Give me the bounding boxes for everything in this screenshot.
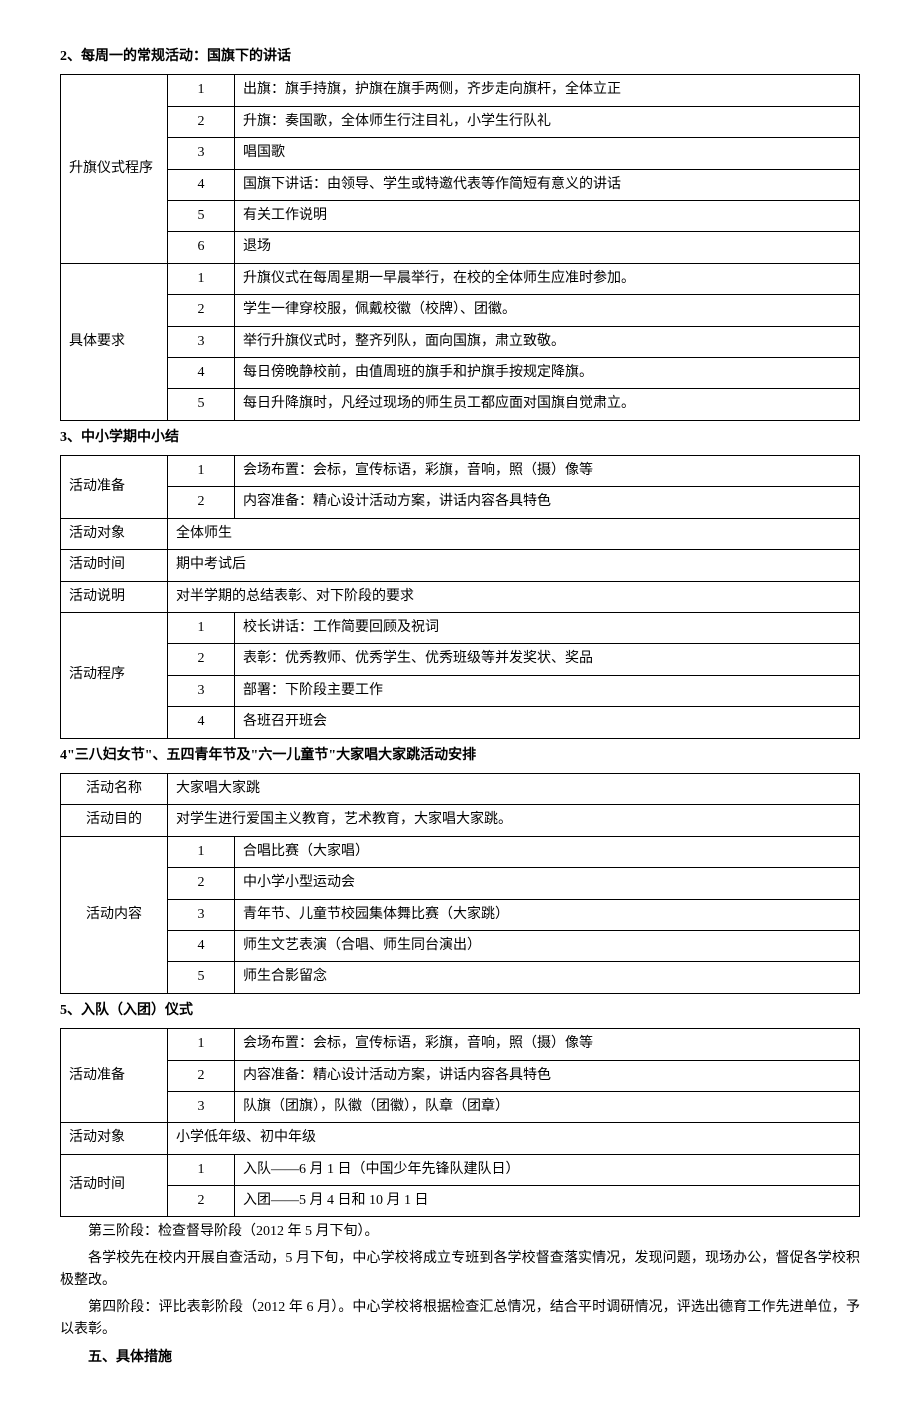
desc-label: 活动说明 xyxy=(61,581,168,612)
section3-heading: 3、中小学期中小结 xyxy=(60,427,860,449)
table-join-team-ceremony: 活动准备 1 会场布置：会标，宣传标语，彩旗，音响，照（摄）像等 2内容准备：精… xyxy=(60,1028,860,1217)
row-text: 升旗仪式在每周星期一早晨举行，在校的全体师生应准时参加。 xyxy=(235,263,860,294)
row-num: 3 xyxy=(168,1091,235,1122)
row-text: 会场布置：会标，宣传标语，彩旗，音响，照（摄）像等 xyxy=(235,1029,860,1060)
row-text: 举行升旗仪式时，整齐列队，面向国旗，肃立致敬。 xyxy=(235,326,860,357)
row-text: 青年节、儿童节校园集体舞比赛（大家跳） xyxy=(235,899,860,930)
row-num: 1 xyxy=(168,613,235,644)
name-label: 活动名称 xyxy=(61,773,168,804)
row-num: 2 xyxy=(168,868,235,899)
flag-procedure-label: 升旗仪式程序 xyxy=(61,75,168,263)
section5-measures-heading: 五、具体措施 xyxy=(60,1347,860,1369)
row-text: 国旗下讲话：由领导、学生或特邀代表等作简短有意义的讲话 xyxy=(235,169,860,200)
row-num: 5 xyxy=(168,389,235,420)
row-text: 各班召开班会 xyxy=(235,707,860,738)
row-num: 5 xyxy=(168,200,235,231)
row-num: 1 xyxy=(168,1029,235,1060)
row-num: 2 xyxy=(168,1060,235,1091)
row-num: 4 xyxy=(168,169,235,200)
row-text: 唱国歌 xyxy=(235,138,860,169)
paragraph-stage3-body: 各学校先在校内开展自查活动，5 月下旬，中心学校将成立专班到各学校督查落实情况，… xyxy=(60,1248,860,1293)
target-label: 活动对象 xyxy=(61,518,168,549)
row-num: 1 xyxy=(168,836,235,867)
section5-heading: 5、入队（入团）仪式 xyxy=(60,1000,860,1022)
row-text: 入队——6 月 1 日（中国少年先锋队建队日） xyxy=(235,1154,860,1185)
paragraph-stage3-title: 第三阶段：检查督导阶段（2012 年 5 月下旬）。 xyxy=(60,1221,860,1243)
row-text: 师生文艺表演（合唱、师生同台演出） xyxy=(235,930,860,961)
row-text: 中小学小型运动会 xyxy=(235,868,860,899)
section4-heading: 4"三八妇女节"、五四青年节及"六一儿童节"大家唱大家跳活动安排 xyxy=(60,745,860,767)
prep-label: 活动准备 xyxy=(61,456,168,519)
desc-value: 对半学期的总结表彰、对下阶段的要求 xyxy=(168,581,860,612)
row-text: 每日升降旗时，凡经过现场的师生员工都应面对国旗自觉肃立。 xyxy=(235,389,860,420)
row-text: 退场 xyxy=(235,232,860,263)
prep-label: 活动准备 xyxy=(61,1029,168,1123)
row-text: 表彰：优秀教师、优秀学生、优秀班级等并发奖状、奖品 xyxy=(235,644,860,675)
row-num: 3 xyxy=(168,326,235,357)
row-text: 合唱比赛（大家唱） xyxy=(235,836,860,867)
row-text: 部署：下阶段主要工作 xyxy=(235,675,860,706)
row-text: 会场布置：会标，宣传标语，彩旗，音响，照（摄）像等 xyxy=(235,456,860,487)
row-num: 2 xyxy=(168,295,235,326)
row-num: 2 xyxy=(168,644,235,675)
time-label: 活动时间 xyxy=(61,550,168,581)
row-num: 3 xyxy=(168,899,235,930)
row-text: 学生一律穿校服，佩戴校徽（校牌）、团徽。 xyxy=(235,295,860,326)
row-num: 1 xyxy=(168,1154,235,1185)
paragraph-stage4: 第四阶段：评比表彰阶段（2012 年 6 月）。中心学校将根据检查汇总情况，结合… xyxy=(60,1297,860,1342)
row-num: 4 xyxy=(168,707,235,738)
purpose-label: 活动目的 xyxy=(61,805,168,836)
row-num: 1 xyxy=(168,263,235,294)
proc-label: 活动程序 xyxy=(61,613,168,739)
row-text: 师生合影留念 xyxy=(235,962,860,993)
row-num: 2 xyxy=(168,487,235,518)
table-midterm-summary: 活动准备 1 会场布置：会标，宣传标语，彩旗，音响，照（摄）像等 2内容准备：精… xyxy=(60,455,860,739)
table-festival-activity: 活动名称大家唱大家跳 活动目的对学生进行爱国主义教育，艺术教育，大家唱大家跳。 … xyxy=(60,773,860,994)
row-num: 4 xyxy=(168,357,235,388)
row-num: 3 xyxy=(168,138,235,169)
row-text: 入团——5 月 4 日和 10 月 1 日 xyxy=(235,1186,860,1217)
purpose-value: 对学生进行爱国主义教育，艺术教育，大家唱大家跳。 xyxy=(168,805,860,836)
flag-requirement-label: 具体要求 xyxy=(61,263,168,420)
row-num: 2 xyxy=(168,1186,235,1217)
row-text: 内容准备：精心设计活动方案，讲话内容各具特色 xyxy=(235,1060,860,1091)
row-num: 1 xyxy=(168,456,235,487)
section2-heading: 2、每周一的常规活动：国旗下的讲话 xyxy=(60,46,860,68)
row-text: 升旗：奏国歌，全体师生行注目礼，小学生行队礼 xyxy=(235,106,860,137)
row-num: 1 xyxy=(168,75,235,106)
row-num: 4 xyxy=(168,930,235,961)
row-text: 出旗：旗手持旗，护旗在旗手两侧，齐步走向旗杆，全体立正 xyxy=(235,75,860,106)
row-text: 校长讲话：工作简要回顾及祝词 xyxy=(235,613,860,644)
row-text: 每日傍晚静校前，由值周班的旗手和护旗手按规定降旗。 xyxy=(235,357,860,388)
target-value: 小学低年级、初中年级 xyxy=(168,1123,860,1154)
content-label: 活动内容 xyxy=(61,836,168,993)
row-text: 队旗（团旗），队徽（团徽），队章（团章） xyxy=(235,1091,860,1122)
row-num: 6 xyxy=(168,232,235,263)
name-value: 大家唱大家跳 xyxy=(168,773,860,804)
row-num: 3 xyxy=(168,675,235,706)
row-num: 5 xyxy=(168,962,235,993)
row-num: 2 xyxy=(168,106,235,137)
row-text: 有关工作说明 xyxy=(235,200,860,231)
row-text: 内容准备：精心设计活动方案，讲话内容各具特色 xyxy=(235,487,860,518)
target-value: 全体师生 xyxy=(168,518,860,549)
time-value: 期中考试后 xyxy=(168,550,860,581)
time-label: 活动时间 xyxy=(61,1154,168,1217)
table-flag-ceremony: 升旗仪式程序 1 出旗：旗手持旗，护旗在旗手两侧，齐步走向旗杆，全体立正 2升旗… xyxy=(60,74,860,420)
target-label: 活动对象 xyxy=(61,1123,168,1154)
